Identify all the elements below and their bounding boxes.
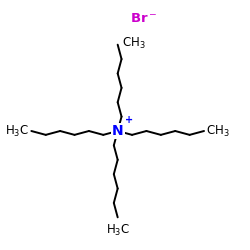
Text: N: N bbox=[112, 124, 124, 138]
Text: CH$_3$: CH$_3$ bbox=[122, 36, 146, 51]
Text: CH$_3$: CH$_3$ bbox=[206, 124, 230, 138]
Text: H$_3$C: H$_3$C bbox=[5, 124, 29, 138]
Text: Br$^-$: Br$^-$ bbox=[130, 12, 158, 24]
Text: H$_3$C: H$_3$C bbox=[106, 223, 130, 238]
Text: +: + bbox=[125, 115, 134, 125]
